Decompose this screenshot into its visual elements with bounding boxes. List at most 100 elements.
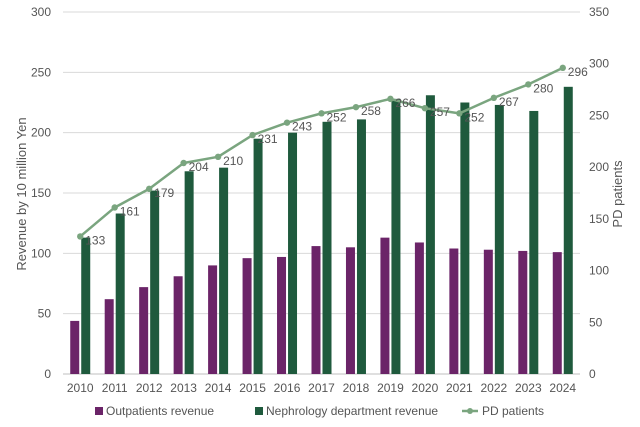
- pd-patients-point: [318, 110, 325, 117]
- left-axis: 0 50 100 150 200 250 300: [31, 5, 51, 381]
- line-series: 133 161 179 204 210 231 243 252 258 266 257 252 267 2…: [77, 64, 588, 247]
- y-right-tick-label: 50: [589, 315, 603, 329]
- pd-patients-data-label: 204: [189, 160, 209, 174]
- legend-outpatients-revenue-label: Outpatients revenue: [106, 404, 214, 418]
- outpatients-revenue-bar: [277, 256, 287, 374]
- legend: Outpatients revenue Nephrology department…: [95, 404, 544, 418]
- outpatients-revenue-bar: [414, 242, 424, 374]
- pd-patients-point: [559, 64, 566, 72]
- right-axis: 0 50 100 150 200 250 300 350: [589, 5, 609, 381]
- nephrology-revenue-bar: [563, 86, 573, 375]
- legend-pd-patients-label: PD patients: [482, 404, 544, 418]
- pd-patients-point: [352, 103, 360, 111]
- x-tick-label: 2012: [136, 381, 163, 395]
- pd-patients-point: [111, 204, 118, 211]
- pd-patients-point: [387, 95, 394, 103]
- x-tick-label: 2010: [67, 381, 94, 395]
- pd-patients-point: [249, 131, 256, 139]
- outpatients-revenue-bar: [552, 252, 562, 374]
- outpatients-revenue-bar: [70, 320, 80, 374]
- nephrology-revenue-bar: [150, 190, 160, 374]
- outpatients-revenue-bar: [518, 250, 528, 374]
- nephrology-revenue-bar: [425, 95, 435, 374]
- nephrology-revenue-bar: [253, 138, 263, 374]
- legend-nephrology-revenue-label: Nephrology department revenue: [266, 404, 438, 418]
- x-tick-label: 2017: [308, 381, 335, 395]
- outpatients-revenue-bar: [242, 258, 252, 374]
- nephrology-revenue-bar: [322, 121, 332, 374]
- pd-patients-point: [145, 185, 153, 193]
- x-tick-label: 2024: [549, 381, 576, 395]
- y-right-tick-label: 100: [589, 264, 609, 278]
- x-tick-label: 2014: [205, 381, 232, 395]
- nephrology-revenue-bar: [356, 119, 366, 374]
- pd-patients-data-label: 252: [327, 110, 347, 124]
- pd-patients-point: [214, 153, 222, 160]
- y-right-tick-label: 250: [589, 108, 609, 122]
- x-tick-label: 2021: [446, 381, 473, 395]
- outpatients-revenue-bar: [104, 299, 114, 374]
- y-tick-label: 300: [31, 5, 51, 19]
- pd-patients-point: [180, 159, 187, 167]
- outpatients-revenue-bar: [345, 247, 355, 374]
- legend-pd-patients-swatch-marker: [467, 408, 473, 414]
- x-tick-label: 2013: [170, 381, 197, 395]
- pd-patients-data-label: 280: [533, 81, 553, 95]
- pd-patients-data-label: 257: [430, 105, 450, 119]
- y-right-tick-label: 200: [589, 160, 609, 174]
- pd-patients-data-label: 210: [223, 154, 243, 168]
- pd-patients-data-label: 231: [258, 132, 278, 146]
- nephrology-revenue-bar: [460, 102, 470, 374]
- nephrology-revenue-bar: [184, 171, 194, 374]
- pd-patients-point: [421, 104, 429, 112]
- y-right-tick-label: 300: [589, 57, 609, 71]
- x-tick-label: 2022: [480, 381, 507, 395]
- outpatients-revenue-bar: [311, 246, 321, 374]
- pd-patients-data-label: 267: [499, 95, 519, 109]
- x-tick-label: 2018: [343, 381, 370, 395]
- legend-outpatients-revenue-swatch: [95, 407, 103, 415]
- nephrology-revenue-bar: [288, 132, 298, 374]
- x-tick-label: 2011: [102, 381, 128, 395]
- x-tick-label: 2023: [515, 381, 542, 395]
- nephrology-revenue-bar: [115, 213, 125, 374]
- outpatients-revenue-bar: [483, 249, 493, 374]
- outpatients-revenue-bar: [449, 248, 459, 374]
- y-tick-label: 150: [31, 186, 51, 200]
- outpatients-revenue-bar: [380, 237, 390, 374]
- nephrology-revenue-bar: [391, 98, 401, 374]
- x-axis: 2010 2011 2012 2013 2014 2015 2016 2017 2018 2019…: [67, 381, 577, 395]
- y-axis-title: Revenue by 10 million Yen: [14, 117, 29, 270]
- nephrology-revenue-bar: [81, 237, 91, 374]
- bars: [70, 86, 573, 375]
- outpatients-revenue-bar: [173, 276, 183, 374]
- y-right-tick-label: 350: [589, 5, 609, 19]
- outpatients-revenue-bar: [139, 287, 149, 374]
- pd-patients-data-label: 252: [464, 110, 484, 124]
- pd-patients-point: [525, 81, 532, 88]
- y-tick-label: 50: [38, 307, 52, 321]
- pd-patients-data-label: 296: [568, 65, 588, 79]
- nephrology-revenue-bar: [219, 167, 229, 374]
- pd-patients-data-label: 258: [361, 104, 381, 118]
- pd-patients-point: [490, 94, 498, 102]
- y-tick-label: 0: [44, 367, 51, 381]
- x-tick-label: 2020: [412, 381, 439, 395]
- y-tick-label: 200: [31, 126, 51, 140]
- y-axis-right-title: PD patients: [610, 160, 625, 228]
- outpatients-revenue-bar: [208, 265, 218, 374]
- pd-patients-data-label: 133: [85, 233, 105, 247]
- pd-patients-data-label: 161: [120, 204, 140, 218]
- y-right-tick-label: 150: [589, 212, 609, 226]
- pd-patients-data-label: 243: [292, 120, 312, 134]
- y-tick-label: 100: [31, 246, 51, 260]
- x-tick-label: 2019: [377, 381, 404, 395]
- grid: [63, 11, 580, 375]
- x-tick-label: 2015: [239, 381, 266, 395]
- legend-nephrology-revenue-swatch: [255, 407, 263, 415]
- y-tick-label: 250: [31, 65, 51, 79]
- nephrology-revenue-bar: [494, 104, 504, 374]
- pd-patients-data-label: 179: [154, 186, 174, 200]
- pd-patients-point: [77, 233, 84, 240]
